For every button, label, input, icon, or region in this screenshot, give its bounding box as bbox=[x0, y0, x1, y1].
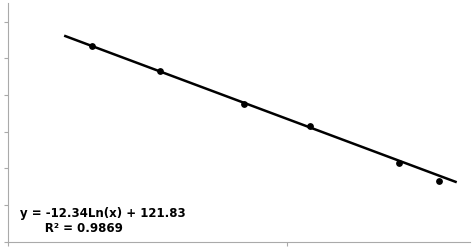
Point bbox=[395, 161, 402, 165]
Point bbox=[156, 70, 164, 74]
Point bbox=[89, 45, 96, 49]
Point bbox=[436, 180, 443, 184]
Text: y = -12.34Ln(x) + 121.83
      R² = 0.9869: y = -12.34Ln(x) + 121.83 R² = 0.9869 bbox=[20, 206, 185, 234]
Point bbox=[306, 124, 313, 128]
Point bbox=[240, 103, 248, 107]
